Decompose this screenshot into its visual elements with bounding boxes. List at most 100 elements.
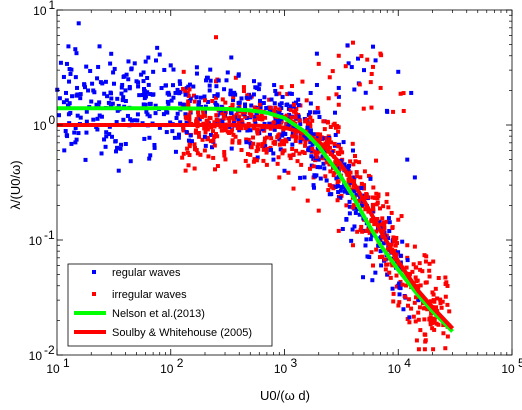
data-point-irregular-waves xyxy=(325,119,330,124)
y-tick-label: 10 xyxy=(29,234,43,248)
data-point-regular-waves xyxy=(298,138,303,143)
data-point-irregular-waves xyxy=(443,294,448,299)
data-point-irregular-waves xyxy=(300,79,305,84)
data-point-irregular-waves xyxy=(430,326,435,331)
data-point-irregular-waves xyxy=(336,129,341,134)
data-point-irregular-waves xyxy=(305,198,310,203)
data-point-irregular-waves xyxy=(294,112,299,117)
data-point-regular-waves xyxy=(99,151,104,156)
data-point-regular-waves xyxy=(137,93,142,98)
data-point-regular-waves xyxy=(401,307,406,312)
data-point-regular-waves xyxy=(84,119,89,124)
data-point-irregular-waves xyxy=(391,299,396,304)
data-point-irregular-waves xyxy=(231,114,236,119)
data-point-irregular-waves xyxy=(187,87,192,92)
data-point-irregular-waves xyxy=(388,275,393,280)
data-point-irregular-waves xyxy=(396,303,401,308)
data-point-irregular-waves xyxy=(276,155,281,160)
data-point-regular-waves xyxy=(98,80,103,85)
data-point-regular-waves xyxy=(104,134,109,139)
data-point-regular-waves xyxy=(141,79,146,84)
y-axis-label: λ/(U0/ω) xyxy=(8,160,23,209)
data-point-irregular-waves xyxy=(264,135,269,140)
data-point-irregular-waves xyxy=(260,142,265,147)
data-point-regular-waves xyxy=(104,130,109,135)
data-point-regular-waves xyxy=(315,134,320,139)
data-point-irregular-waves xyxy=(265,146,270,151)
data-point-regular-waves xyxy=(183,92,188,97)
legend-label-regular-waves: regular waves xyxy=(112,267,181,279)
data-point-irregular-waves xyxy=(433,286,438,291)
data-point-regular-waves xyxy=(387,229,392,234)
data-point-irregular-waves xyxy=(315,132,320,137)
data-point-regular-waves xyxy=(243,102,248,107)
data-point-irregular-waves xyxy=(194,117,199,122)
data-point-irregular-waves xyxy=(445,334,450,339)
data-point-irregular-waves xyxy=(350,141,355,146)
data-point-irregular-waves xyxy=(414,338,419,343)
data-point-regular-waves xyxy=(378,249,383,254)
data-point-regular-waves xyxy=(84,130,89,135)
data-point-regular-waves xyxy=(78,96,83,101)
data-point-irregular-waves xyxy=(347,178,352,183)
data-point-regular-waves xyxy=(208,67,213,72)
data-point-irregular-waves xyxy=(186,163,191,168)
data-point-regular-waves xyxy=(168,63,173,68)
data-point-irregular-waves xyxy=(400,282,405,287)
data-point-irregular-waves xyxy=(376,192,381,197)
data-point-irregular-waves xyxy=(335,198,340,203)
data-point-regular-waves xyxy=(261,101,266,106)
data-point-regular-waves xyxy=(322,166,327,171)
data-point-regular-waves xyxy=(249,103,254,108)
data-point-regular-waves xyxy=(271,157,276,162)
data-point-regular-waves xyxy=(155,45,160,50)
data-point-regular-waves xyxy=(145,112,150,117)
data-point-irregular-waves xyxy=(431,347,436,352)
data-point-irregular-waves xyxy=(374,158,379,163)
data-point-irregular-waves xyxy=(251,159,256,164)
data-point-irregular-waves xyxy=(185,103,190,108)
data-point-regular-waves xyxy=(349,238,354,243)
data-point-regular-waves xyxy=(386,216,391,221)
data-point-regular-waves xyxy=(229,55,234,60)
data-point-regular-waves xyxy=(233,92,238,97)
data-point-irregular-waves xyxy=(255,106,260,111)
data-point-regular-waves xyxy=(318,176,323,181)
data-point-regular-waves xyxy=(126,59,131,64)
data-point-irregular-waves xyxy=(187,112,192,117)
data-point-irregular-waves xyxy=(416,310,421,315)
data-point-irregular-waves xyxy=(367,230,372,235)
data-point-regular-waves xyxy=(324,178,329,183)
data-point-regular-waves xyxy=(371,44,376,49)
data-point-irregular-waves xyxy=(260,117,265,122)
data-point-irregular-waves xyxy=(378,85,383,90)
x-tick-label: 10 xyxy=(388,362,402,376)
data-point-regular-waves xyxy=(320,136,325,141)
data-point-irregular-waves xyxy=(220,97,225,102)
data-point-regular-waves xyxy=(356,56,361,61)
data-point-regular-waves xyxy=(116,168,121,173)
data-point-regular-waves xyxy=(102,137,107,142)
data-point-regular-waves xyxy=(62,148,67,153)
data-point-irregular-waves xyxy=(227,119,232,124)
data-point-irregular-waves xyxy=(234,112,239,117)
data-point-regular-waves xyxy=(236,117,241,122)
data-point-irregular-waves xyxy=(303,140,308,145)
data-point-irregular-waves xyxy=(369,105,374,110)
data-point-irregular-waves xyxy=(431,298,436,303)
data-point-regular-waves xyxy=(76,21,81,26)
data-point-irregular-waves xyxy=(230,138,235,143)
data-point-irregular-waves xyxy=(209,125,214,130)
data-point-irregular-waves xyxy=(262,136,267,141)
data-point-regular-waves xyxy=(115,145,120,150)
data-point-irregular-waves xyxy=(324,143,329,148)
data-point-regular-waves xyxy=(318,165,323,170)
data-point-regular-waves xyxy=(147,156,152,161)
data-point-regular-waves xyxy=(184,120,189,125)
data-point-regular-waves xyxy=(95,76,100,81)
data-point-irregular-waves xyxy=(336,144,341,149)
data-point-regular-waves xyxy=(144,109,149,114)
data-point-irregular-waves xyxy=(181,151,186,156)
data-point-irregular-waves xyxy=(429,311,434,316)
data-point-irregular-waves xyxy=(389,210,394,215)
